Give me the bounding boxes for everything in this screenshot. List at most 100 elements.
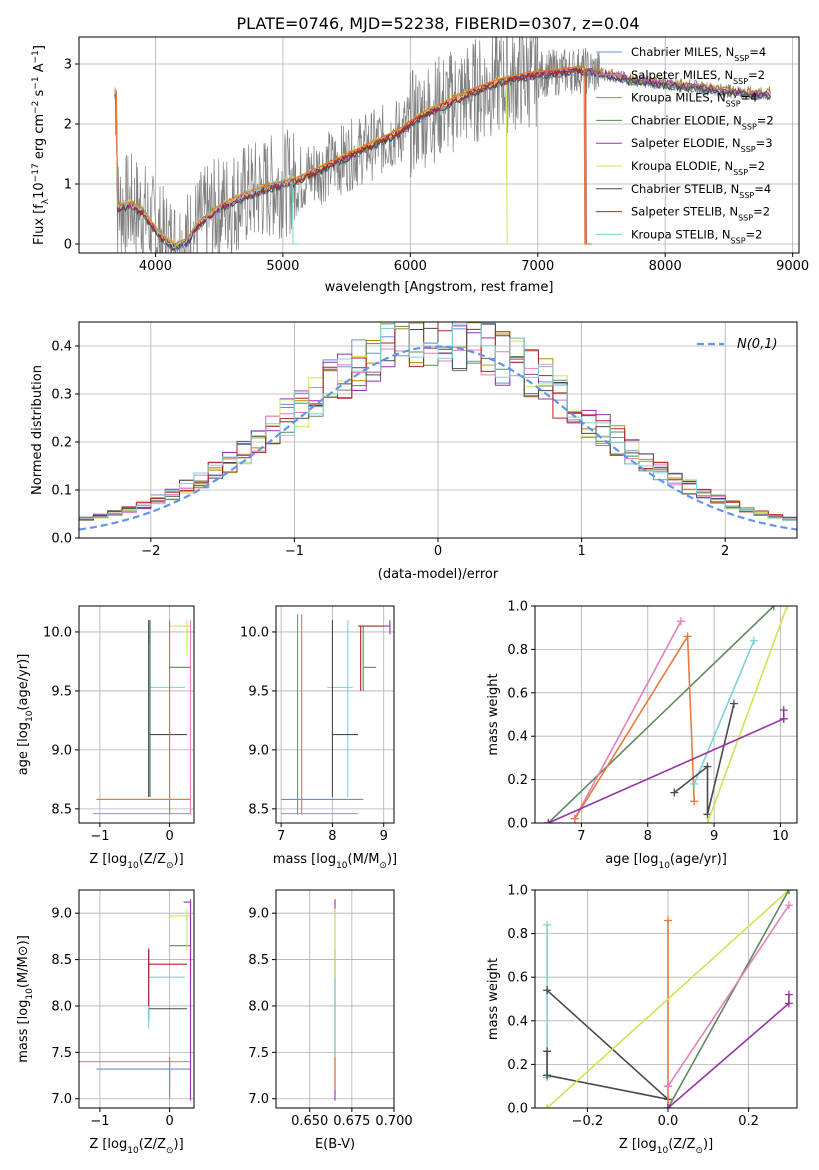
y-tick-label: 0.0 (507, 1102, 528, 1117)
error-bar (383, 620, 391, 635)
y-tick-label: 9.0 (248, 907, 269, 922)
label-part: 10 (127, 1146, 139, 1156)
y-tick-label: 1.0 (507, 600, 528, 615)
mass-weight-point (749, 636, 758, 645)
mass-weight-line (706, 606, 788, 823)
x-tick-label: 0.675 (333, 1114, 370, 1129)
plot-area (543, 890, 793, 1108)
x-tick-label: 2 (721, 544, 729, 559)
x-tick-label: 0.0 (658, 1114, 679, 1129)
label-part: Z [log (619, 1137, 657, 1152)
x-axis-label: Z [log10(Z/Z⊙)] (89, 1137, 183, 1156)
legend-label: N(0,1) (737, 337, 778, 352)
y-axis-label: mass weight (486, 673, 501, 755)
label-part: 10 (658, 861, 670, 871)
x-axis-label: Z [log10(Z/Z⊙)] (89, 852, 183, 871)
label-part: 10 (32, 182, 47, 199)
plot-area (281, 614, 391, 815)
x-tick-label: −0.2 (572, 1114, 604, 1129)
grid (535, 889, 797, 1109)
legend-sub: SSP (738, 213, 753, 222)
x-tick-label: 10 (772, 829, 789, 844)
label-part: (M/M (16, 956, 31, 988)
plot-area (79, 322, 797, 531)
model-spectrum-line (114, 66, 592, 252)
residual-histogram (79, 322, 797, 519)
grid (79, 890, 194, 1108)
legend-count: =2 (757, 113, 774, 127)
axes-frame (275, 605, 395, 824)
mass-weight-point (729, 699, 738, 708)
y-tick-label: 0.0 (51, 532, 72, 547)
error-bar (169, 620, 191, 656)
legend-count: =3 (756, 136, 773, 150)
error-bar (79, 1056, 191, 1095)
mass-weight-line (693, 640, 755, 785)
mass-weight-line (574, 620, 682, 820)
mass-weight-point (676, 617, 685, 626)
mass-weight-point (543, 1104, 552, 1108)
mass-weight-point (664, 1104, 673, 1108)
legend-count: =2 (748, 159, 765, 173)
error-bar (362, 626, 377, 691)
label-part: Z [log (89, 1137, 127, 1152)
legend-text: Salpeter STELIB, N (631, 205, 738, 219)
mass-weight-point (703, 819, 712, 823)
mass-weight-point (543, 1071, 552, 1080)
label-part: −1 (31, 50, 41, 63)
mass-weight-line (547, 718, 785, 823)
legend-count: =2 (746, 227, 763, 241)
error-bar (183, 899, 192, 1101)
legend-count: =4 (754, 182, 771, 196)
x-tick-label: 7000 (521, 259, 554, 274)
axes-frame (534, 889, 798, 1109)
legend-sub: SSP (733, 168, 748, 177)
label-part: (Z/Z (139, 1137, 166, 1152)
y-tick-label: 9.5 (51, 684, 72, 699)
legend-label: Chabrier MILES, NSSP=4 (631, 45, 766, 63)
y-tick-label: 7.5 (248, 1046, 269, 1061)
mass-weight-point (543, 920, 552, 929)
y-tick-label: 9.0 (51, 743, 72, 758)
x-axis-label: wavelength [Angstrom, rest frame] (325, 280, 554, 295)
label-part: age [log (605, 852, 658, 867)
legend-label: Salpeter STELIB, NSSP=2 (631, 205, 770, 223)
error-bar (281, 614, 364, 815)
mass-weight-point (784, 890, 793, 894)
x-tick-label: 8 (328, 829, 336, 844)
model-spectrum-line (114, 90, 299, 249)
y-tick-label: 0.4 (507, 730, 528, 745)
mass-weight-point (670, 788, 679, 797)
x-axis-label: E(B-V) (315, 1137, 355, 1152)
y-tick-label: 0.2 (507, 1058, 528, 1073)
label-part: (Z/Z (139, 852, 166, 867)
y-tick-label: 0.4 (51, 340, 72, 355)
mass-weight-point (683, 632, 692, 641)
legend-text: Chabrier ELODIE, N (631, 113, 742, 127)
label-part: 10 (127, 861, 139, 871)
x-tick-label: 6000 (394, 259, 427, 274)
axes-age-vs-Z: −1 08.59.09.510.0Z [log10(Z/Z⊙)]age [log1… (16, 605, 195, 871)
mass-weight-point (779, 706, 788, 715)
label-part: −2 (31, 101, 41, 114)
y-tick-label: 8.5 (248, 802, 269, 817)
y-tick-label: 7.0 (248, 1092, 269, 1107)
y-tick-label: 0.2 (507, 773, 528, 788)
error-bar (96, 1061, 191, 1099)
legend-count: =4 (741, 91, 758, 105)
y-tick-label: 3 (64, 58, 72, 73)
axes-frame (78, 605, 195, 824)
y-tick-label: 0.6 (507, 971, 528, 986)
legend-text: Chabrier MILES, N (631, 45, 734, 59)
figure-title: PLATE=0746, MJD=52238, FIBERID=0307, z=0… (236, 14, 639, 33)
x-tick-label: 9 (380, 829, 388, 844)
error-bar (148, 948, 188, 1006)
error-bar (148, 620, 185, 798)
mass-weight-point (664, 1082, 673, 1091)
x-tick-label: −1 (285, 544, 304, 559)
label-part: ⊙ (16, 945, 31, 956)
y-tick-label: 8.5 (51, 953, 72, 968)
error-bar (169, 908, 191, 951)
label-part: (M/M (348, 852, 380, 867)
